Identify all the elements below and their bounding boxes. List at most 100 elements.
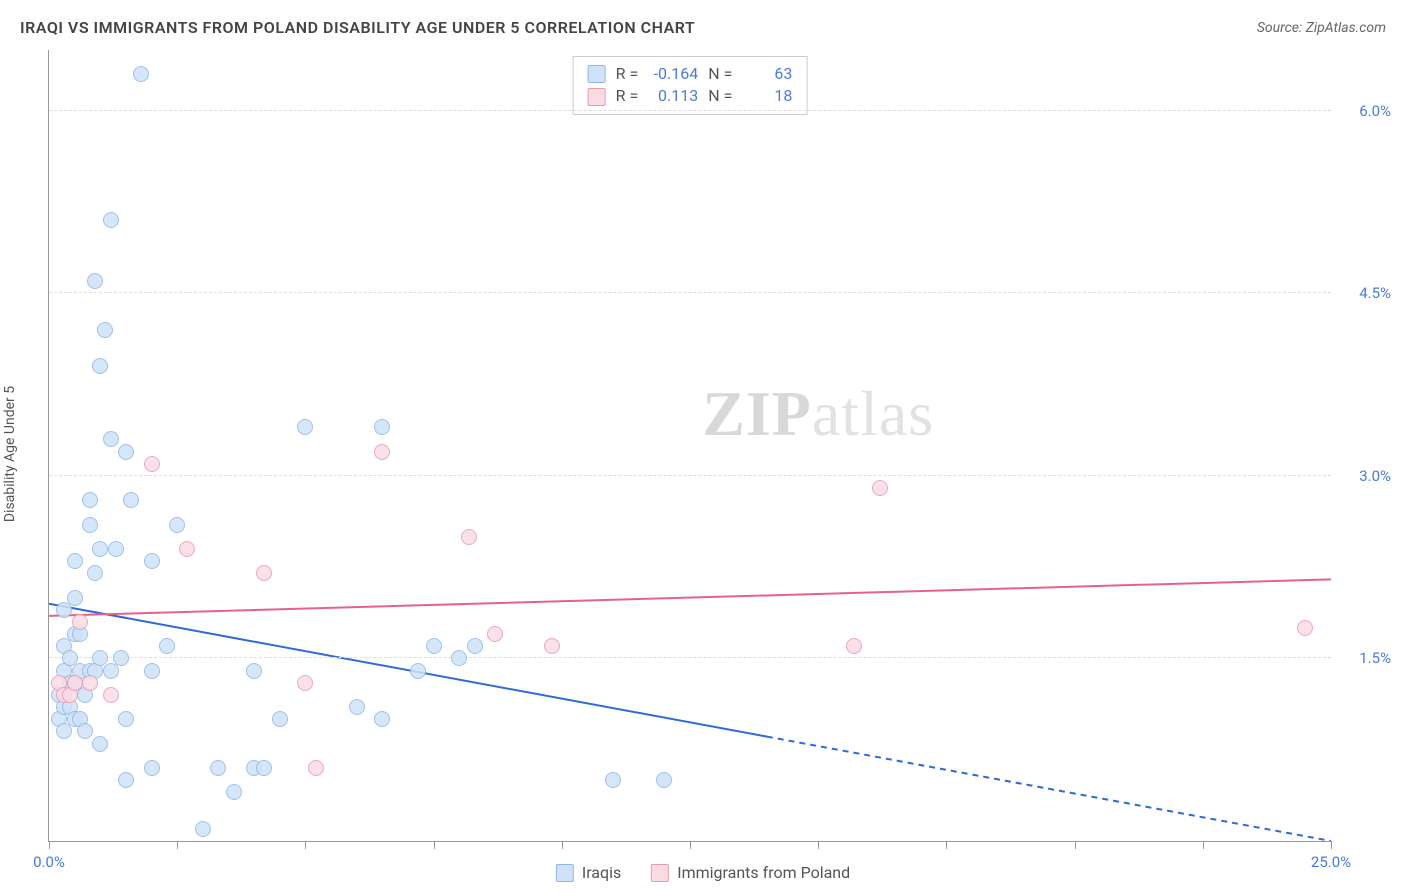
- data-point: [67, 553, 83, 569]
- data-point: [656, 772, 672, 788]
- x-tick: [177, 841, 178, 849]
- grid-line: [49, 475, 1331, 476]
- x-tick: [690, 841, 691, 849]
- legend-item-poland: Immigrants from Poland: [651, 863, 850, 882]
- trend-line-extension: [767, 737, 1331, 841]
- y-tick-label: 6.0%: [1359, 102, 1391, 120]
- stats-row: R = -0.164 N = 63: [588, 63, 793, 85]
- watermark-zip: ZIP: [702, 378, 812, 449]
- data-point: [179, 541, 195, 557]
- scatter-chart: ZIPatlas R = -0.164 N = 63 R = 0.113 N =…: [48, 50, 1331, 842]
- data-point: [87, 565, 103, 581]
- data-point: [1297, 620, 1313, 636]
- data-point: [374, 711, 390, 727]
- x-tick: [434, 841, 435, 849]
- legend-item-iraqis: Iraqis: [556, 863, 621, 882]
- data-point: [272, 711, 288, 727]
- data-point: [144, 553, 160, 569]
- data-point: [144, 663, 160, 679]
- legend-swatch-2: [651, 864, 669, 882]
- trend-line: [49, 579, 1331, 616]
- correlation-stats-box: R = -0.164 N = 63 R = 0.113 N = 18: [573, 56, 808, 115]
- data-point: [92, 541, 108, 557]
- data-point: [544, 638, 560, 654]
- y-tick-label: 1.5%: [1359, 649, 1391, 667]
- n-value: 63: [742, 63, 792, 85]
- x-tick: [946, 841, 947, 849]
- data-point: [103, 212, 119, 228]
- legend-label: Immigrants from Poland: [677, 863, 850, 882]
- series-legend: Iraqis Immigrants from Poland: [556, 863, 850, 882]
- n-value: 18: [742, 85, 792, 107]
- chart-title: IRAQI VS IMMIGRANTS FROM POLAND DISABILI…: [20, 18, 695, 37]
- data-point: [846, 638, 862, 654]
- n-label: N =: [708, 63, 732, 85]
- data-point: [374, 419, 390, 435]
- grid-line: [49, 110, 1331, 111]
- data-point: [487, 626, 503, 642]
- data-point: [82, 517, 98, 533]
- data-point: [92, 358, 108, 374]
- x-tick: [305, 841, 306, 849]
- data-point: [103, 431, 119, 447]
- watermark: ZIPatlas: [702, 377, 934, 451]
- x-tick: [1075, 841, 1076, 849]
- data-point: [467, 638, 483, 654]
- data-point: [113, 650, 129, 666]
- r-value: 0.113: [648, 85, 698, 107]
- data-point: [210, 760, 226, 776]
- data-point: [226, 784, 242, 800]
- data-point: [97, 322, 113, 338]
- data-point: [77, 723, 93, 739]
- data-point: [144, 760, 160, 776]
- y-tick-label: 4.5%: [1359, 284, 1391, 302]
- data-point: [118, 772, 134, 788]
- data-point: [108, 541, 124, 557]
- data-point: [123, 492, 139, 508]
- data-point: [118, 711, 134, 727]
- y-axis-label: Disability Age Under 5: [2, 386, 18, 522]
- legend-swatch-1: [556, 864, 574, 882]
- data-point: [374, 444, 390, 460]
- source-attribution: Source: ZipAtlas.com: [1257, 20, 1386, 36]
- data-point: [169, 517, 185, 533]
- y-tick-label: 3.0%: [1359, 467, 1391, 485]
- data-point: [67, 590, 83, 606]
- n-label: N =: [708, 85, 732, 107]
- stats-row: R = 0.113 N = 18: [588, 85, 793, 107]
- grid-line: [49, 292, 1331, 293]
- x-tick: [1203, 841, 1204, 849]
- data-point: [133, 66, 149, 82]
- data-point: [461, 529, 477, 545]
- stats-swatch-1: [588, 65, 606, 83]
- data-point: [118, 444, 134, 460]
- data-point: [256, 760, 272, 776]
- data-point: [349, 699, 365, 715]
- watermark-atlas: atlas: [812, 378, 934, 449]
- x-tick-label: 0.0%: [33, 853, 65, 871]
- data-point: [72, 614, 88, 630]
- x-tick-label: 25.0%: [1311, 853, 1351, 871]
- data-point: [308, 760, 324, 776]
- chart-header: IRAQI VS IMMIGRANTS FROM POLAND DISABILI…: [0, 0, 1406, 47]
- x-tick: [1331, 841, 1332, 849]
- data-point: [246, 663, 262, 679]
- data-point: [159, 638, 175, 654]
- data-point: [297, 419, 313, 435]
- data-point: [87, 273, 103, 289]
- data-point: [195, 821, 211, 837]
- data-point: [144, 456, 160, 472]
- data-point: [410, 663, 426, 679]
- grid-line: [49, 657, 1331, 658]
- data-point: [82, 675, 98, 691]
- r-label: R =: [616, 85, 639, 107]
- data-point: [426, 638, 442, 654]
- r-label: R =: [616, 63, 639, 85]
- data-point: [605, 772, 621, 788]
- data-point: [256, 565, 272, 581]
- x-tick: [818, 841, 819, 849]
- data-point: [451, 650, 467, 666]
- data-point: [103, 687, 119, 703]
- data-point: [82, 492, 98, 508]
- r-value: -0.164: [648, 63, 698, 85]
